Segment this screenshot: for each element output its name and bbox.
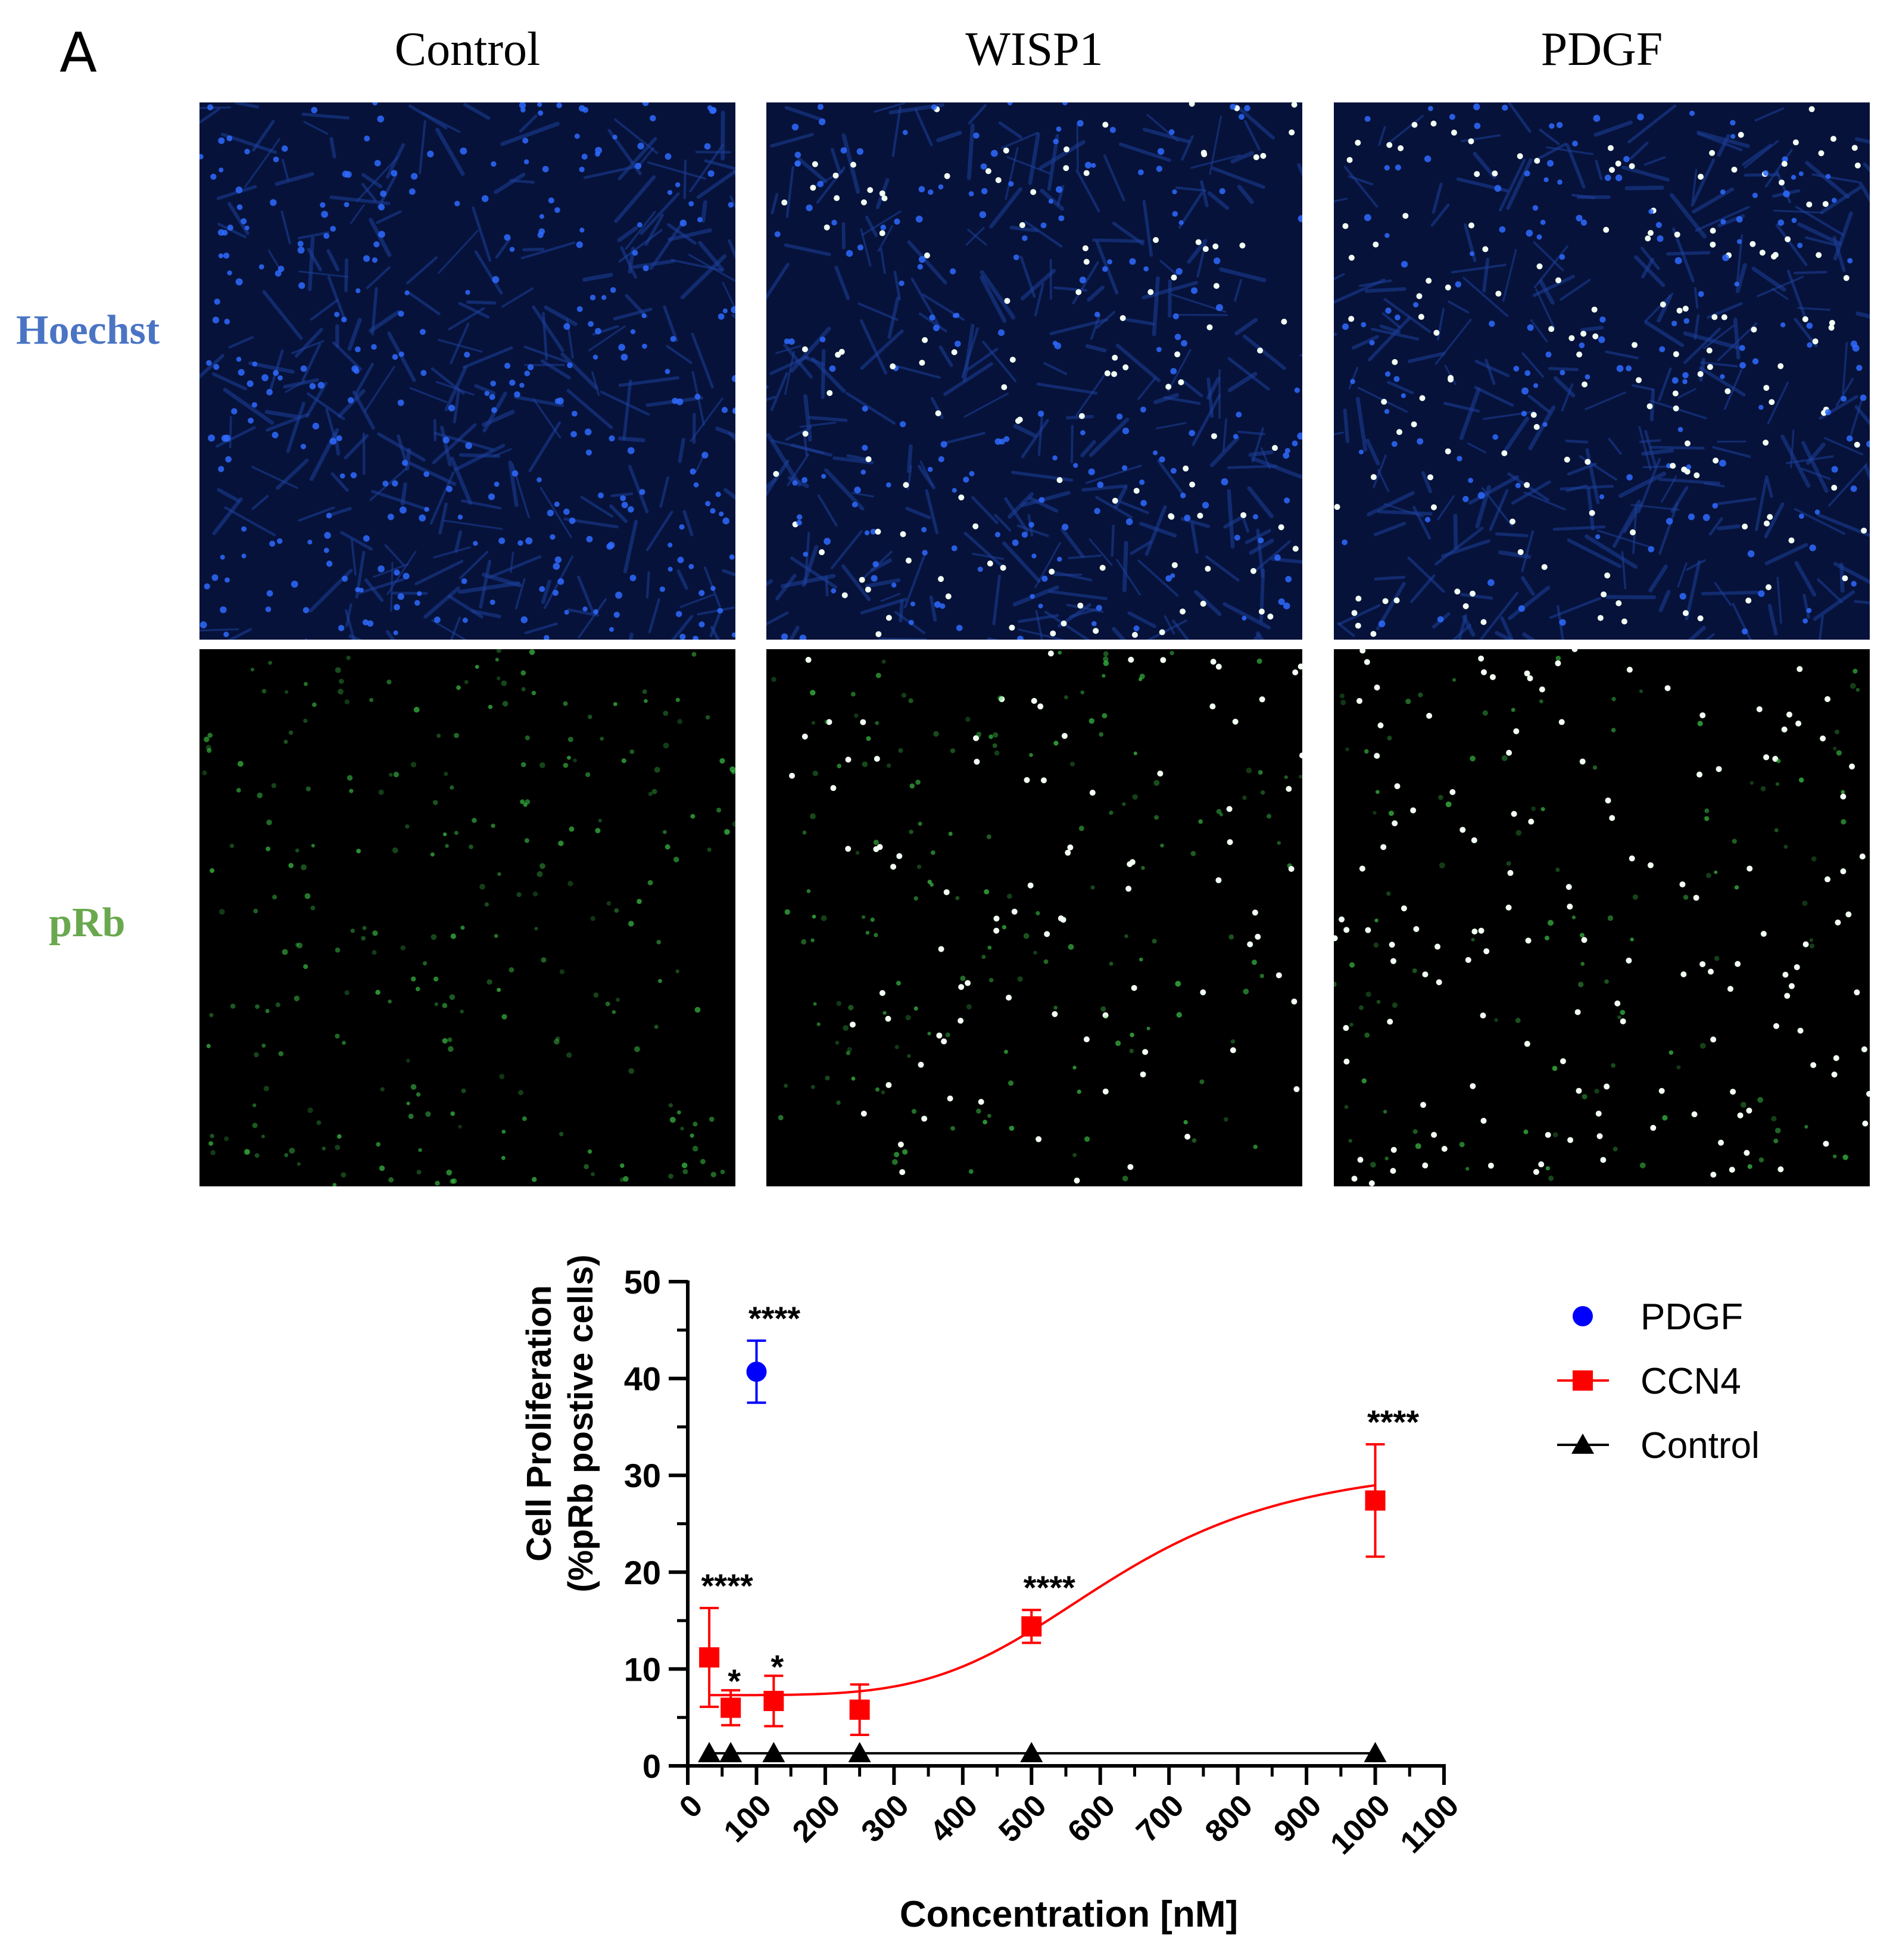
y-tick-label: 20 xyxy=(624,1554,661,1591)
column-title-control: Control xyxy=(394,23,541,76)
y-tick-label: 40 xyxy=(624,1360,661,1398)
ccn4-point xyxy=(849,1699,870,1720)
row-label-hoechst: Hoechst xyxy=(16,307,160,353)
nuclei xyxy=(773,102,1302,640)
micrograph-hoechst-pdgf xyxy=(1334,102,1870,640)
y-tick-label: 30 xyxy=(624,1457,661,1494)
x-tick-label: 1100 xyxy=(1394,1788,1466,1860)
significance-label: **** xyxy=(1024,1569,1075,1606)
micrograph-background xyxy=(1334,102,1870,640)
chart-legend: PDGF CCN4 Control xyxy=(1557,1297,1760,1466)
micrograph-prb-control xyxy=(199,649,735,1186)
x-tick-label: 400 xyxy=(924,1788,984,1849)
nuclei xyxy=(771,650,1302,1184)
ccn4-point xyxy=(699,1647,720,1668)
y-axis-label-line1: Cell Proliferation xyxy=(520,1285,559,1562)
x-tick-label: 100 xyxy=(718,1788,778,1849)
significance-label: **** xyxy=(701,1567,753,1604)
micrograph-hoechst-control xyxy=(199,102,735,640)
pdgf-point xyxy=(746,1361,767,1382)
nuclei xyxy=(199,102,735,640)
x-tick-label: 0 xyxy=(673,1788,709,1824)
micrograph-background xyxy=(1334,649,1870,1186)
significance-label: * xyxy=(771,1648,784,1685)
nuclei xyxy=(202,649,735,1186)
ccn4-point xyxy=(721,1697,741,1718)
y-tick-label: 10 xyxy=(624,1650,661,1688)
ccn4-point xyxy=(1021,1616,1042,1637)
control-point xyxy=(719,1741,743,1762)
ccn4-fit-curve xyxy=(709,1484,1376,1697)
significance-label: **** xyxy=(748,1300,800,1337)
chart-fit-curves xyxy=(709,1484,1376,1755)
micrograph-background xyxy=(766,649,1302,1186)
control-point xyxy=(1020,1741,1043,1762)
x-tick-label: 900 xyxy=(1267,1788,1328,1849)
micrograph-prb-wisp1 xyxy=(766,649,1302,1186)
legend-control-label: Control xyxy=(1641,1425,1760,1466)
control-point xyxy=(698,1741,721,1762)
control-point xyxy=(1364,1741,1387,1762)
legend-pdgf-marker xyxy=(1573,1306,1593,1326)
x-tick-label: 700 xyxy=(1130,1788,1190,1849)
x-axis-label: Concentration [nM] xyxy=(900,1894,1238,1935)
x-tick-label: 600 xyxy=(1061,1788,1122,1849)
significance-label: **** xyxy=(1367,1403,1419,1441)
control-point xyxy=(762,1741,785,1762)
row-label-prb: pRb xyxy=(49,900,126,946)
y-tick-label: 0 xyxy=(643,1747,661,1785)
ccn4-point xyxy=(1365,1490,1386,1511)
x-tick-label: 800 xyxy=(1199,1788,1259,1849)
micrograph-prb-pdgf xyxy=(1334,649,1870,1186)
ccn4-point xyxy=(763,1691,784,1712)
chart-marks: ********* ********* xyxy=(698,1300,1419,1762)
legend-ccn4-label: CCN4 xyxy=(1641,1361,1741,1402)
y-axis-label-line2: (%pRb postive cells) xyxy=(562,1254,600,1592)
legend-control-marker xyxy=(1571,1434,1594,1454)
x-tick-label: 200 xyxy=(786,1788,847,1849)
micrograph-background xyxy=(199,649,735,1186)
nuclei xyxy=(1334,103,1870,637)
legend-pdgf-label: PDGF xyxy=(1641,1297,1743,1338)
micrograph-hoechst-wisp1 xyxy=(766,102,1302,640)
legend-ccn4-marker xyxy=(1573,1370,1593,1391)
panel-letter: A xyxy=(60,21,97,85)
x-tick-label: 300 xyxy=(854,1788,915,1849)
nuclei xyxy=(1334,649,1870,1186)
y-tick-label: 50 xyxy=(624,1263,661,1301)
x-tick-label: 1000 xyxy=(1324,1788,1397,1861)
column-title-wisp1: WISP1 xyxy=(965,23,1103,76)
column-title-pdgf: PDGF xyxy=(1540,23,1663,76)
x-tick-label: 500 xyxy=(992,1788,1053,1849)
control-point xyxy=(848,1741,871,1762)
significance-label: * xyxy=(728,1662,741,1700)
cell-fibers xyxy=(766,102,1302,640)
